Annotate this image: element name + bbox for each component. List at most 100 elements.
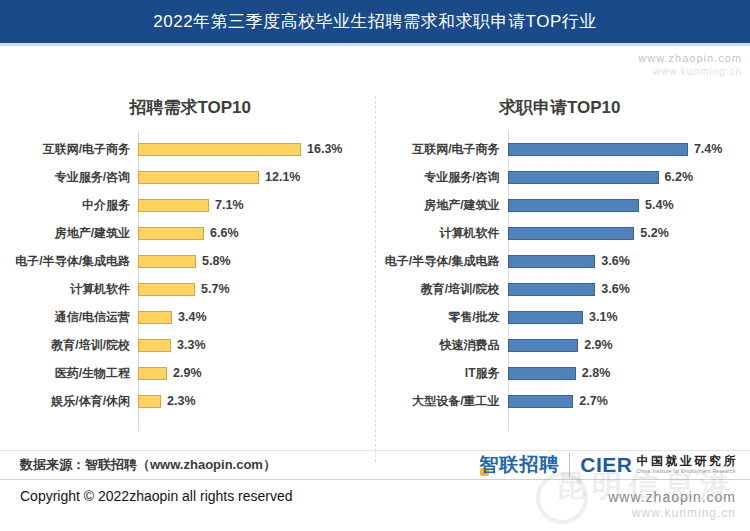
bar: [138, 339, 171, 352]
bar-track: 12.1%: [138, 163, 373, 191]
bar-track: 7.1%: [138, 191, 373, 219]
chart-row: 房地产/建筑业6.6%: [8, 219, 373, 247]
bar: [508, 311, 584, 324]
bar: [508, 171, 659, 184]
value-label: 2.9%: [173, 366, 202, 380]
bar-rows: 互联网/电子商务 7.4% 专业服务/咨询6.2%房地产/建筑业5.4% 计算机软件 5…: [378, 135, 743, 415]
chart-row: 计算机软件 5.2%: [378, 219, 743, 247]
category-label: 电子/半导体/集成电路: [8, 253, 138, 270]
footer: 数据来源：智联招聘（www.zhaopin.com） 智联招聘 CIER 中国就…: [0, 450, 750, 522]
chart-row: 零售/批发 3.1%: [378, 303, 743, 331]
bar-track: 2.7%: [508, 387, 743, 415]
category-label: 通信/电信运营: [8, 309, 138, 326]
data-source-text: 数据来源：智联招聘（www.zhaopin.com）: [20, 456, 276, 474]
bar: [508, 227, 635, 240]
value-label: 2.9%: [584, 338, 613, 352]
chart-row: 互联网/电子商务 7.4%: [378, 135, 743, 163]
category-label: 教育/培训/院校: [8, 337, 138, 354]
chart-row: 中介服务7.1%: [8, 191, 373, 219]
stamp-watermark-icon: [536, 472, 588, 524]
bar: [138, 255, 196, 268]
value-label: 5.2%: [640, 226, 669, 240]
bar-track: 2.9%: [138, 359, 373, 387]
bar: [138, 367, 167, 380]
bar: [508, 199, 640, 212]
chart-row: 电子/半导体/集成电路 5.8%: [8, 247, 373, 275]
bar-track: 3.3%: [138, 331, 373, 359]
bar-rows: 互联网/电子商务16.3%专业服务/咨询12.1%中介服务7.1%房地产/建筑业…: [8, 135, 373, 415]
banner: 2022年第三季度高校毕业生招聘需求和求职申请TOP行业: [0, 0, 750, 46]
bar: [138, 395, 161, 408]
bar-track: 3.4%: [138, 303, 373, 331]
chart-job-application: 求职申请TOP10 互联网/电子商务 7.4% 专业服务/咨询6.2%房地产/建筑业…: [378, 96, 743, 462]
bar-track: 6.2%: [508, 163, 743, 191]
bar: [508, 367, 576, 380]
chart-row: 通信/电信运营3.4%: [8, 303, 373, 331]
bar-track: 7.4%: [508, 135, 743, 163]
value-label: 16.3%: [307, 142, 342, 156]
chart-row: 娱乐/体育/休闲 2.3%: [8, 387, 373, 415]
page-title: 2022年第三季度高校毕业生招聘需求和求职申请TOP行业: [153, 10, 596, 33]
chart-row: 电子/半导体/集成电路3.6%: [378, 247, 743, 275]
bar: [138, 171, 259, 184]
bar: [138, 283, 195, 296]
value-label: 3.6%: [601, 282, 630, 296]
category-label: 大型设备/重工业: [378, 393, 508, 410]
bar-track: 5.8%: [138, 247, 373, 275]
watermark-url: www.zhaopin.com: [608, 488, 736, 506]
value-label: 2.8%: [582, 366, 611, 380]
chart-row: 房地产/建筑业5.4%: [378, 191, 743, 219]
value-label: 5.7%: [201, 282, 230, 296]
chart-title: 招聘需求TOP10: [8, 96, 373, 119]
bar-track: 3.6%: [508, 247, 743, 275]
charts-area: 招聘需求TOP10 互联网/电子商务 16.3% 专业服务/咨询 12.1% 中介服务7…: [0, 46, 750, 462]
bar-track: 3.1%: [508, 303, 743, 331]
bar: [138, 227, 204, 240]
category-label: 教育/培训/院校: [378, 281, 508, 298]
charts-divider: [375, 96, 376, 462]
bar: [508, 255, 596, 268]
watermark-url: www.kunming.cn: [608, 506, 736, 522]
bar: [508, 395, 574, 408]
bar: [508, 283, 596, 296]
cier-acronym: CIER: [580, 453, 632, 477]
chart-row: 教育/培训/院校 3.3%: [8, 331, 373, 359]
chart-row: 大型设备/重工业2.7%: [378, 387, 743, 415]
category-label: 专业服务/咨询: [378, 169, 508, 186]
bar: [508, 143, 688, 156]
watermark-bottom: 昆明信息港 www.zhaopin.com www.kunming.cn: [608, 488, 736, 522]
value-label: 12.1%: [265, 170, 300, 184]
value-label: 3.3%: [177, 338, 206, 352]
zhaopin-logo-text: 智联招聘: [479, 454, 559, 475]
value-label: 3.1%: [589, 310, 618, 324]
value-label: 2.3%: [167, 394, 196, 408]
chart-title: 求职申请TOP10: [378, 96, 743, 119]
bar-track: 3.6%: [508, 275, 743, 303]
bar-track: 5.2%: [508, 219, 743, 247]
category-label: 互联网/电子商务: [378, 141, 508, 158]
bar-track: 16.3%: [138, 135, 373, 163]
category-label: 专业服务/咨询: [8, 169, 138, 186]
copyright-row: Copyright © 2022zhaopin all rights reser…: [0, 480, 750, 522]
chart-row: IT服务 2.8%: [378, 359, 743, 387]
category-label: 医药/生物工程: [8, 365, 138, 382]
source-row: 数据来源：智联招聘（www.zhaopin.com） 智联招聘 CIER 中国就…: [0, 450, 750, 480]
zhaopin-logo: 智联招聘: [479, 452, 559, 478]
category-label: 计算机软件: [378, 225, 508, 242]
category-label: 互联网/电子商务: [8, 141, 138, 158]
bar-track: 2.8%: [508, 359, 743, 387]
chart-row: 互联网/电子商务 16.3%: [8, 135, 373, 163]
category-label: 房地产/建筑业: [8, 225, 138, 242]
copyright-text: Copyright © 2022zhaopin all rights reser…: [20, 488, 293, 504]
bar-track: 5.7%: [138, 275, 373, 303]
bar: [508, 339, 579, 352]
logos: 智联招聘 CIER 中国就业研究所 China Institute for Em…: [479, 452, 738, 478]
value-label: 7.4%: [694, 142, 723, 156]
category-label: IT服务: [378, 365, 508, 382]
value-label: 5.8%: [202, 254, 231, 268]
value-label: 5.4%: [645, 198, 674, 212]
category-label: 零售/批发: [378, 309, 508, 326]
chart-row: 专业服务/咨询6.2%: [378, 163, 743, 191]
chart-recruitment-demand: 招聘需求TOP10 互联网/电子商务 16.3% 专业服务/咨询 12.1% 中介服务7…: [8, 96, 373, 462]
category-label: 娱乐/体育/休闲: [8, 393, 138, 410]
